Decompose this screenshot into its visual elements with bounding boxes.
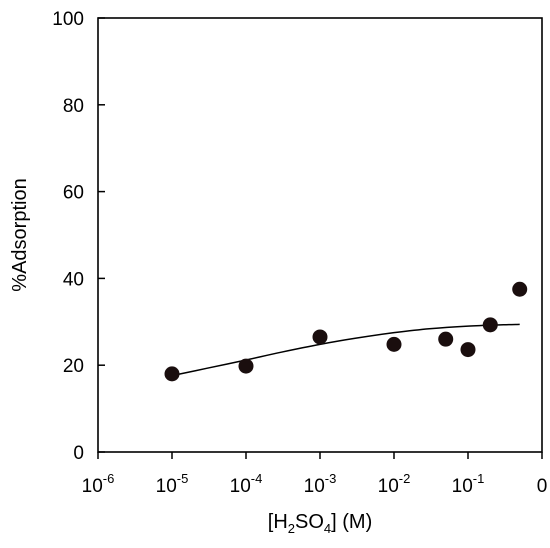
y-axis: 0 20 40 60 80 100	[52, 9, 105, 464]
x-axis: 10-6 10-5 10-4 10-3 10-2 10-1 0	[82, 452, 548, 497]
plot-border	[97, 17, 543, 453]
x-tick-label: 10-1	[452, 471, 485, 497]
data-point	[512, 281, 528, 297]
data-point	[312, 329, 328, 345]
y-tick-label: 40	[63, 269, 84, 290]
data-point	[438, 331, 454, 347]
y-tick-label: 0	[73, 443, 84, 464]
data-point	[460, 342, 476, 358]
y-tick-label: 60	[63, 183, 84, 204]
y-axis-title: %Adsorption	[9, 178, 31, 291]
data-point	[482, 317, 498, 333]
x-tick-label: 0	[537, 476, 548, 497]
data-point	[164, 366, 180, 382]
data-point	[386, 336, 402, 352]
x-tick-label: 10-5	[156, 471, 189, 497]
x-tick-label: 10-2	[378, 471, 411, 497]
y-tick-label: 80	[63, 96, 84, 117]
y-tick-label: 100	[52, 9, 84, 30]
x-tick-label: 10-4	[230, 471, 263, 497]
x-tick-label: 10-3	[304, 471, 337, 497]
plot-frame	[97, 17, 543, 453]
x-axis-title: [H2SO4] (M)	[268, 511, 372, 536]
data-points	[164, 281, 528, 382]
y-tick-label: 20	[63, 356, 84, 377]
fit-curve	[171, 323, 520, 377]
data-point	[238, 358, 254, 374]
x-tick-label: 10-6	[82, 471, 115, 497]
